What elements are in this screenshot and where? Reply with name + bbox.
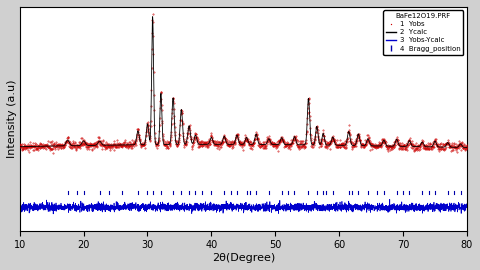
X-axis label: 2θ(Degree): 2θ(Degree)	[212, 253, 275, 263]
Y-axis label: Intensity (a.u): Intensity (a.u)	[7, 79, 17, 158]
Legend: 1  Yobs, 2  Ycalc, 3  Yobs-Ycalc, 4  Bragg_position: 1 Yobs, 2 Ycalc, 3 Yobs-Ycalc, 4 Bragg_p…	[383, 11, 464, 55]
